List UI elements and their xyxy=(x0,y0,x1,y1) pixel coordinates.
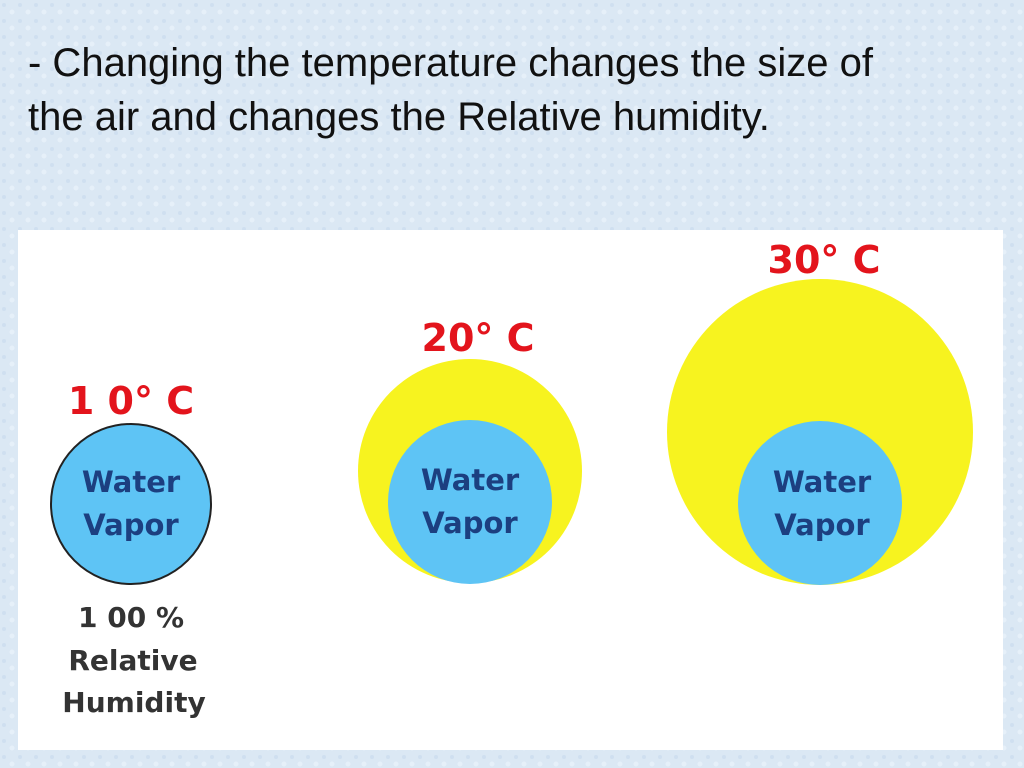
vapor-label: Water xyxy=(421,463,520,497)
vapor-circle xyxy=(50,423,212,585)
vapor-label: Vapor xyxy=(422,506,518,540)
caption: Humidity xyxy=(62,686,205,719)
caption: Relative xyxy=(68,644,197,677)
temperature-label: 20° C xyxy=(422,316,535,360)
vapor-label: Water xyxy=(82,465,181,499)
vapor-label: Water xyxy=(773,465,872,499)
heading-line: the air and changes the Relative humidit… xyxy=(28,95,770,139)
temperature-label: 30° C xyxy=(768,238,881,282)
vapor-label: Vapor xyxy=(83,508,179,542)
vapor-circle xyxy=(738,421,902,585)
heading-line: - Changing the temperature changes the s… xyxy=(28,41,874,85)
caption: 1 00 % xyxy=(78,601,184,634)
temperature-label: 1 0° C xyxy=(68,379,194,423)
vapor-circle xyxy=(388,420,552,584)
vapor-label: Vapor xyxy=(774,508,870,542)
